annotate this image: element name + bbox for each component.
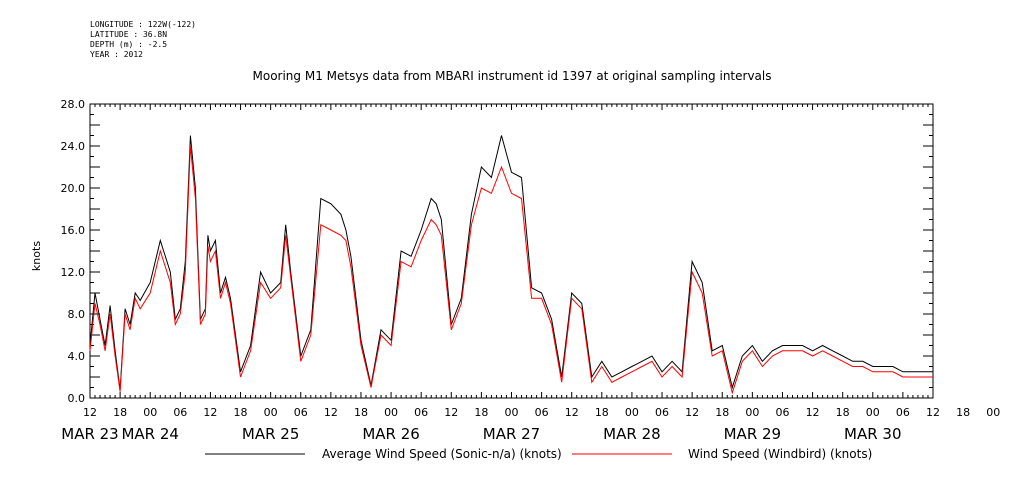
axis-ticks: 12 18 00 06 12 18 00 06 12 18 00 06 12 18 00 06 12 18 00 06…	[61, 98, 1001, 443]
x-tick-label: 18	[715, 406, 729, 419]
x-date-label: MAR 30	[844, 425, 901, 443]
x-date-label: MAR 28	[603, 425, 660, 443]
x-tick-label: 00	[505, 406, 519, 419]
x-tick-label: 18	[595, 406, 609, 419]
y-tick-label: 24.0	[61, 140, 86, 153]
x-tick-label: 12	[83, 406, 97, 419]
longitude-label: LONGITUDE : 122W(-122)	[90, 20, 196, 29]
x-tick-label: 06	[655, 406, 669, 419]
y-tick-label: 16.0	[61, 224, 86, 237]
x-tick-label: 18	[354, 406, 368, 419]
year-label: YEAR : 2012	[90, 50, 143, 59]
x-tick-label: 00	[264, 406, 278, 419]
x-tick-label: 06	[414, 406, 428, 419]
x-tick-label: 06	[535, 406, 549, 419]
x-date-label: MAR 25	[242, 425, 299, 443]
x-tick-label: 18	[113, 406, 127, 419]
x-date-label: MAR 27	[483, 425, 540, 443]
x-tick-label: 12	[203, 406, 217, 419]
x-tick-label: 12	[806, 406, 820, 419]
x-tick-label: 18	[474, 406, 488, 419]
legend-label-windbird: Wind Speed (Windbird) (knots)	[688, 447, 872, 461]
x-date-label: MAR 29	[724, 425, 781, 443]
x-tick-label: 18	[234, 406, 248, 419]
x-tick-label: 00	[866, 406, 880, 419]
x-tick-label: 00	[986, 406, 1000, 419]
x-tick-label: 12	[926, 406, 940, 419]
x-tick-label: 18	[836, 406, 850, 419]
x-tick-label: 06	[173, 406, 187, 419]
y-tick-label: 28.0	[61, 98, 86, 111]
x-tick-label: 12	[685, 406, 699, 419]
y-tick-label: 4.0	[68, 350, 86, 363]
y-tick-label: 12.0	[61, 266, 86, 279]
metadata-block: LONGITUDE : 122W(-122) LATITUDE : 36.8N …	[90, 20, 196, 60]
chart-title: Mooring M1 Metsys data from MBARI instru…	[253, 69, 772, 83]
series-lines	[89, 135, 933, 395]
y-tick-label: 20.0	[61, 182, 86, 195]
x-tick-label: 18	[956, 406, 970, 419]
x-date-label: MAR 26	[362, 425, 419, 443]
y-tick-label: 8.0	[68, 308, 86, 321]
x-tick-label: 12	[444, 406, 458, 419]
x-tick-label: 12	[565, 406, 579, 419]
legend: Average Wind Speed (Sonic-n/a) (knots) W…	[205, 447, 872, 461]
latitude-label: LATITUDE : 36.8N	[90, 30, 168, 39]
x-tick-label: 00	[143, 406, 157, 419]
x-tick-label: 12	[324, 406, 338, 419]
x-tick-label: 00	[625, 406, 639, 419]
depth-label: DEPTH (m) : -2.5	[90, 40, 168, 49]
x-tick-label: 00	[745, 406, 759, 419]
x-tick-label: 06	[775, 406, 789, 419]
series-line-windbird	[89, 145, 933, 395]
y-tick-label: 0.0	[68, 392, 86, 405]
x-date-label: MAR 24	[121, 425, 178, 443]
y-axis-label: knots	[30, 241, 43, 271]
x-tick-label: 06	[896, 406, 910, 419]
x-tick-label: 06	[294, 406, 308, 419]
x-date-label: MAR 23	[61, 425, 118, 443]
x-tick-label: 00	[384, 406, 398, 419]
legend-label-average-wind: Average Wind Speed (Sonic-n/a) (knots)	[322, 447, 562, 461]
